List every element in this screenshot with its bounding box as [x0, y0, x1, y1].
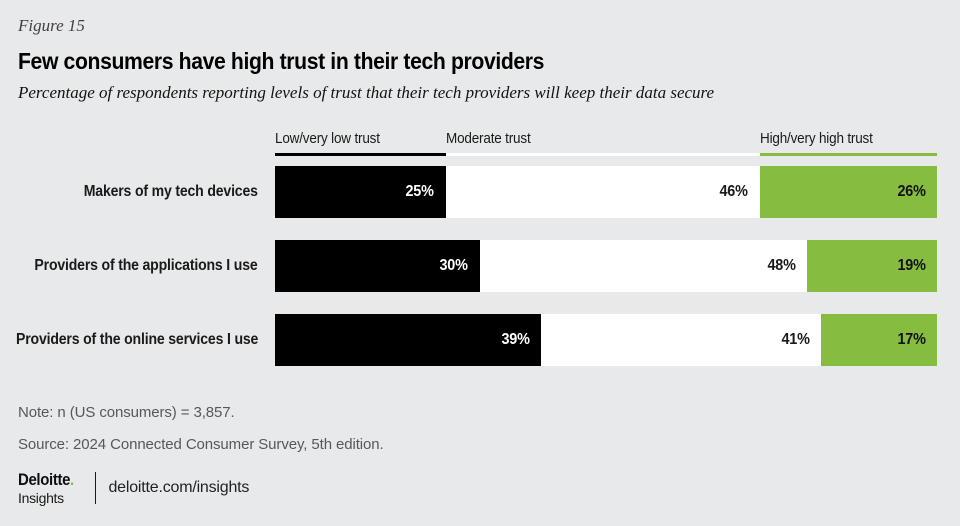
bar-value-label: 26% [897, 183, 926, 200]
figure-title: Few consumers have high trust in their t… [18, 48, 545, 74]
row-label-cell: Makers of my tech devices [0, 166, 275, 218]
bar-value-label: 46% [719, 183, 748, 200]
legend-item-high: High/very high trust [759, 130, 937, 156]
chart-row: Providers of the applications I use 30% 48… [0, 240, 938, 292]
chart-legend: Low/very low trust Moderate trust High/ver… [275, 130, 937, 156]
brand-green-dot: . [70, 470, 74, 489]
figure-subtitle: Percentage of respondents reporting leve… [18, 83, 715, 102]
note-text: Note: n (US consumers) = 3,857. [18, 404, 235, 421]
row-label: Providers of the online services I use [15, 331, 258, 348]
chart-rows: Makers of my tech devices 25% 46% 26% Provid… [0, 166, 938, 366]
bar-segment-high: 17% [820, 314, 937, 366]
figure-number-label: Figure 15 [18, 16, 85, 35]
legend-item-moderate: Moderate trust [445, 130, 760, 156]
chart-row: Makers of my tech devices 25% 46% 26% [0, 166, 937, 218]
bar-segment-low: 25% [275, 166, 446, 218]
footer: Deloitte. Insights deloitte.com/insights [18, 471, 942, 505]
bar-segment-moderate: 46% [445, 166, 760, 218]
row-label-cell: Providers of the online services I use [0, 314, 275, 366]
deloitte-insights-logo: Deloitte. Insights [18, 471, 81, 505]
bar-value-label: 30% [439, 257, 469, 274]
bar-track: 30% 48% 19% [275, 240, 938, 292]
footer-link: deloitte.com/insights [108, 479, 250, 496]
bar-segment-high: 19% [807, 240, 938, 292]
row-label: Makers of my tech devices [83, 183, 258, 200]
bar-track: 25% 46% 26% [275, 166, 937, 218]
legend-label-high: High/very high trust [759, 130, 873, 147]
row-label: Providers of the applications I use [34, 257, 258, 274]
bar-segment-low: 39% [275, 314, 542, 366]
chart-row: Providers of the online services I use 39… [0, 314, 937, 366]
bar-segment-moderate: 41% [541, 314, 821, 366]
title-row: Few consumers have high trust in their t… [18, 48, 942, 75]
brand-wordmark: Deloitte. [18, 471, 74, 488]
bar-value-label: 48% [767, 257, 796, 274]
footer-divider [95, 472, 97, 504]
bar-segment-high: 26% [759, 166, 937, 218]
bar-value-label: 17% [897, 331, 926, 348]
stacked-bar-chart: Low/very low trust Moderate trust High/ver… [0, 130, 938, 366]
bar-value-label: 39% [501, 331, 530, 348]
bar-value-label: 41% [780, 331, 810, 348]
bar-value-label: 25% [405, 183, 434, 200]
bar-segment-low: 30% [275, 240, 480, 292]
legend-label-low: Low/very low trust [275, 130, 380, 147]
bar-segment-moderate: 48% [479, 240, 808, 292]
legend-label-moderate: Moderate trust [445, 130, 531, 147]
brand-subname: Insights [18, 490, 64, 506]
figure-page: Figure 15 Few consumers have high trust … [0, 16, 960, 526]
bar-track: 39% 41% 17% [275, 314, 937, 366]
legend-item-low: Low/very low trust [275, 130, 446, 156]
row-label-cell: Providers of the applications I use [0, 240, 275, 292]
source-text: Source: 2024 Connected Consumer Survey, … [18, 436, 384, 453]
bar-value-label: 19% [897, 257, 926, 274]
brand-name: Deloitte [18, 470, 71, 489]
chart-legend-row: Low/very low trust Moderate trust High/ver… [0, 130, 937, 156]
